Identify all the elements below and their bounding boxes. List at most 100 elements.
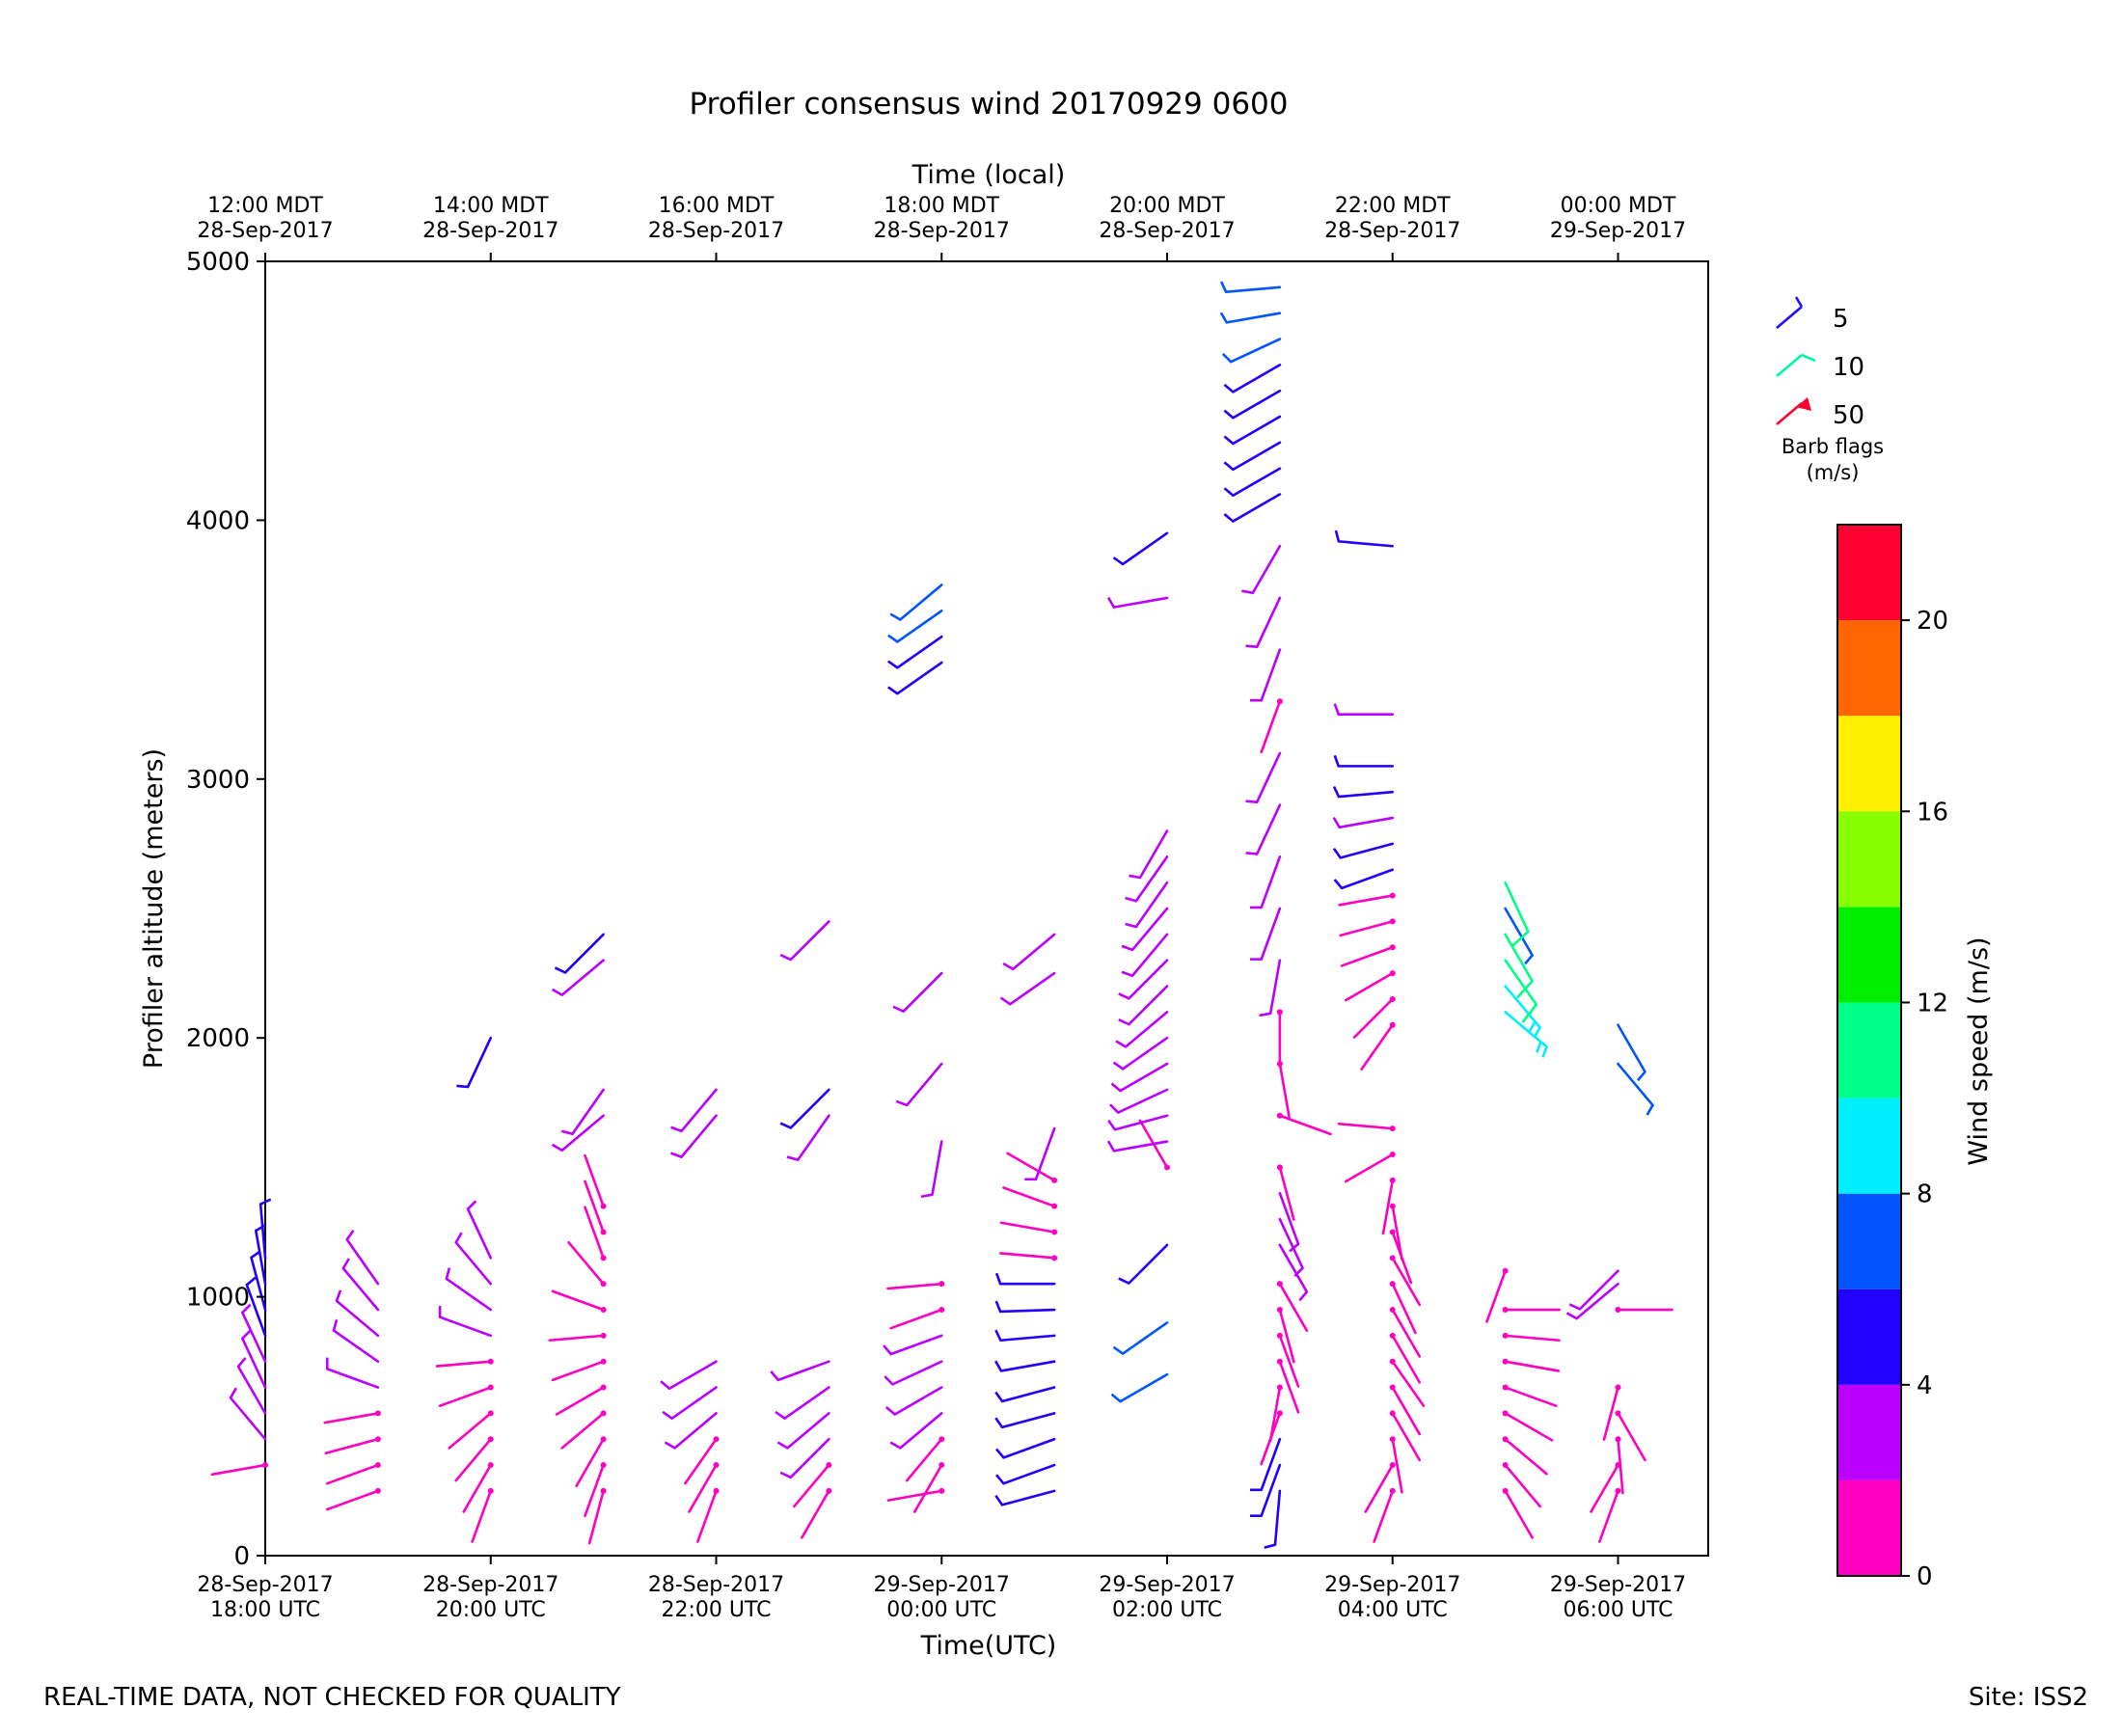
barb-staff [1391, 1257, 1422, 1307]
barb-calm-dot [1389, 1203, 1396, 1209]
wind-barb [994, 1437, 1056, 1459]
barb-half-tick [445, 1267, 451, 1280]
barb-staff [1381, 1179, 1395, 1235]
barb-staff [667, 1360, 718, 1390]
barb-staff [1373, 1489, 1395, 1543]
wind-barb [325, 1357, 380, 1389]
barb-calm-dot [487, 1410, 494, 1417]
barb-staff [1278, 1360, 1300, 1414]
wind-barb [560, 1410, 607, 1450]
wind-barb [664, 1412, 718, 1450]
barb-staff [912, 1463, 943, 1513]
barb-calm-dot [374, 1436, 381, 1443]
wind-barb [567, 1240, 607, 1288]
barb-staff [670, 1386, 718, 1420]
barb-calm-dot [939, 1436, 945, 1443]
barb-half-tick [1245, 852, 1258, 855]
barb-staff [1485, 1269, 1507, 1323]
barb-half-tick [1245, 644, 1258, 648]
barb-staff [1337, 790, 1395, 799]
wind-barb [345, 1229, 380, 1286]
wind-barb [1389, 1255, 1422, 1307]
barb-staff [1590, 1463, 1619, 1513]
barb-staff [1391, 1386, 1422, 1436]
barb-legend: 5 10 50 [1776, 296, 1864, 430]
barb-staff [891, 1360, 943, 1386]
wind-barb [245, 1276, 267, 1338]
barb-half-tick [994, 1391, 1004, 1402]
barb-half-tick [883, 1344, 892, 1355]
barb-staff [1260, 648, 1282, 702]
y-axis-label: Profiler altitude (meters) [139, 748, 169, 1069]
barb-half-tick [670, 1152, 682, 1158]
barb-half-tick [229, 1387, 237, 1398]
barb-calm-dot [1276, 698, 1283, 705]
barb-staff [786, 1412, 830, 1450]
barb-staff [899, 583, 943, 621]
wind-barb [1112, 1321, 1169, 1355]
barb-half-tick [246, 1276, 257, 1287]
wind-barb [889, 583, 943, 621]
barb-staff [1504, 1334, 1561, 1343]
wind-barb [1504, 1011, 1548, 1058]
wind-barb [920, 1140, 943, 1199]
barb-staff [905, 1437, 943, 1482]
barb-half-tick [1565, 1312, 1578, 1320]
x-tick-label-time: 00:00 UTC [886, 1598, 996, 1622]
barb-calm-dot [939, 1487, 945, 1494]
barb-half-tick [889, 612, 902, 621]
wind-barb [241, 1329, 267, 1389]
barb-calm-dot [1389, 1151, 1396, 1157]
barb-half-tick [994, 1474, 1005, 1485]
x-top-tick-label-time: 18:00 MDT [884, 194, 999, 218]
barb-staff [1391, 1360, 1426, 1407]
wind-barb [1276, 1281, 1309, 1332]
barb-staff [1000, 1412, 1056, 1429]
barb-half-tick [770, 1370, 779, 1381]
barb-half-tick [1636, 1071, 1646, 1082]
wind-barb [1276, 1307, 1295, 1364]
wind-barb [999, 971, 1056, 1006]
barb-calm-dot [1502, 1462, 1509, 1469]
wind-barb [1339, 918, 1396, 937]
colorbar-label: Wind speed (m/s) [1964, 936, 1994, 1165]
wind-barb [1110, 1062, 1169, 1093]
barb-half-tick [884, 1375, 894, 1386]
wind-barb [325, 1462, 381, 1485]
barb-calm-dot [1276, 1112, 1283, 1119]
barb-staff [1504, 881, 1530, 934]
wind-barb [1502, 1410, 1554, 1442]
barb-calm-dot [1389, 1307, 1396, 1314]
x-tick-label-date: 29-Sep-2017 [874, 1573, 1010, 1597]
wind-barb [466, 1200, 493, 1260]
barb-calm-dot [1389, 1358, 1396, 1365]
barb-staff [680, 1114, 718, 1158]
x-top-tick-label-date: 28-Sep-2017 [1099, 219, 1235, 243]
wind-barb [1504, 959, 1538, 1023]
barb-staff [1268, 959, 1282, 1016]
barb-staff [555, 1386, 605, 1416]
barb-calm-dot [374, 1410, 381, 1417]
colorbar-tick-label: 4 [1917, 1371, 1933, 1400]
wind-barb [448, 1410, 494, 1450]
barb-staff [1130, 907, 1169, 952]
barb-staff [1602, 1386, 1619, 1441]
wind-barb [471, 1487, 494, 1543]
barb-half-tick [892, 1005, 905, 1013]
barb-staff [1113, 1114, 1169, 1131]
barb-half-tick [1121, 944, 1133, 952]
wind-barb [770, 1360, 830, 1382]
wind-barb [1115, 1011, 1169, 1048]
barb-staff [889, 1308, 943, 1330]
barb-half-tick [920, 1193, 933, 1199]
barb-calm-dot [1502, 1436, 1509, 1443]
barb-calm-dot [1389, 1462, 1396, 1469]
wind-barb [1112, 1036, 1169, 1071]
wind-barb [994, 1360, 1056, 1372]
wind-barb [779, 920, 830, 962]
barb-staff [471, 1489, 493, 1543]
wind-barb [1276, 1358, 1300, 1414]
barb-staff [783, 1386, 830, 1420]
barb-half-tick [994, 1417, 1004, 1428]
colorbar-tick-label: 8 [1917, 1180, 1933, 1209]
